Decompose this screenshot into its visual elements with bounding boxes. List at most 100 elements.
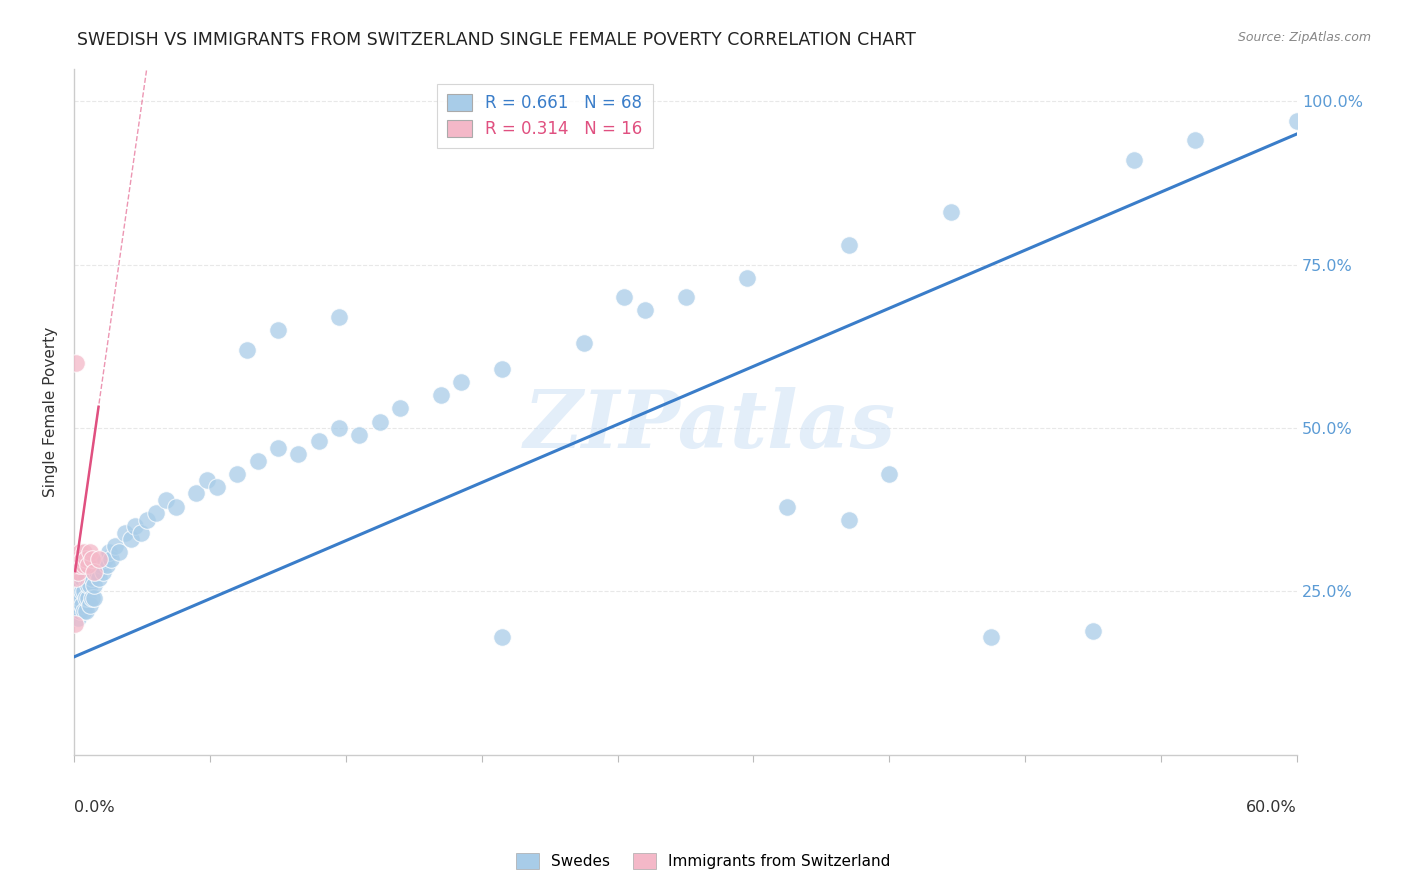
Point <box>368 415 391 429</box>
Point <box>70 551 93 566</box>
Point <box>136 512 159 526</box>
Point <box>67 610 90 624</box>
Point <box>65 591 87 605</box>
Point <box>73 584 96 599</box>
Point <box>82 551 104 566</box>
Point <box>77 591 100 605</box>
Point <box>267 323 290 337</box>
Point <box>79 578 101 592</box>
Point <box>430 388 453 402</box>
Point <box>328 421 350 435</box>
Point <box>205 480 228 494</box>
Point <box>980 630 1002 644</box>
Point <box>389 401 412 416</box>
Point <box>120 532 142 546</box>
Text: Source: ZipAtlas.com: Source: ZipAtlas.com <box>1237 31 1371 45</box>
Point <box>491 630 513 644</box>
Point <box>165 500 187 514</box>
Point <box>65 558 87 573</box>
Point <box>67 584 90 599</box>
Point <box>349 427 371 442</box>
Point <box>75 551 97 566</box>
Point <box>491 362 513 376</box>
Point <box>69 578 91 592</box>
Point <box>87 551 110 566</box>
Point <box>287 447 309 461</box>
Point <box>75 604 97 618</box>
Point <box>1123 153 1146 167</box>
Y-axis label: Single Female Poverty: Single Female Poverty <box>44 326 58 497</box>
Point <box>73 558 96 573</box>
Point <box>634 303 657 318</box>
Point <box>114 525 136 540</box>
Point <box>67 551 90 566</box>
Point <box>195 474 218 488</box>
Point <box>73 604 96 618</box>
Point <box>82 591 104 605</box>
Point <box>70 571 93 585</box>
Point <box>104 539 127 553</box>
Point <box>97 545 120 559</box>
Point <box>91 565 114 579</box>
Point <box>79 545 101 559</box>
Point <box>79 598 101 612</box>
Point <box>77 558 100 573</box>
Point <box>100 551 122 566</box>
Point <box>77 578 100 592</box>
Text: SWEDISH VS IMMIGRANTS FROM SWITZERLAND SINGLE FEMALE POVERTY CORRELATION CHART: SWEDISH VS IMMIGRANTS FROM SWITZERLAND S… <box>77 31 917 49</box>
Point <box>90 558 112 573</box>
Point <box>70 598 93 612</box>
Point <box>1184 133 1206 147</box>
Point <box>82 571 104 585</box>
Point <box>93 551 115 566</box>
Point <box>67 598 90 612</box>
Point <box>83 591 105 605</box>
Point <box>776 500 799 514</box>
Point <box>131 525 153 540</box>
Point <box>69 545 91 559</box>
Point <box>1083 624 1105 638</box>
Point <box>70 584 93 599</box>
Point <box>145 506 167 520</box>
Point <box>155 493 177 508</box>
Point <box>69 558 91 573</box>
Point <box>65 356 87 370</box>
Point <box>735 270 758 285</box>
Point <box>308 434 330 449</box>
Point <box>328 310 350 324</box>
Point <box>1285 113 1308 128</box>
Point <box>186 486 208 500</box>
Point <box>83 578 105 592</box>
Point <box>67 565 90 579</box>
Point <box>267 441 290 455</box>
Point <box>83 565 105 579</box>
Point <box>108 545 131 559</box>
Text: 0.0%: 0.0% <box>75 799 115 814</box>
Point <box>87 571 110 585</box>
Text: ZIPatlas: ZIPatlas <box>524 387 896 464</box>
Point <box>63 617 86 632</box>
Text: 60.0%: 60.0% <box>1246 799 1296 814</box>
Point <box>73 545 96 559</box>
Point <box>675 290 697 304</box>
Point <box>86 565 108 579</box>
Point <box>226 467 249 481</box>
Point <box>246 454 269 468</box>
Point <box>838 238 860 252</box>
Point <box>613 290 636 304</box>
Point <box>572 336 595 351</box>
Legend: R = 0.661   N = 68, R = 0.314   N = 16: R = 0.661 N = 68, R = 0.314 N = 16 <box>437 84 652 148</box>
Point <box>75 571 97 585</box>
Point <box>65 571 87 585</box>
Point <box>450 376 472 390</box>
Point <box>879 467 901 481</box>
Point <box>236 343 259 357</box>
Point <box>939 205 962 219</box>
Point <box>124 519 146 533</box>
Point <box>69 591 91 605</box>
Legend: Swedes, Immigrants from Switzerland: Swedes, Immigrants from Switzerland <box>509 847 897 875</box>
Point <box>65 604 87 618</box>
Point <box>838 512 860 526</box>
Point <box>96 558 118 573</box>
Point <box>75 591 97 605</box>
